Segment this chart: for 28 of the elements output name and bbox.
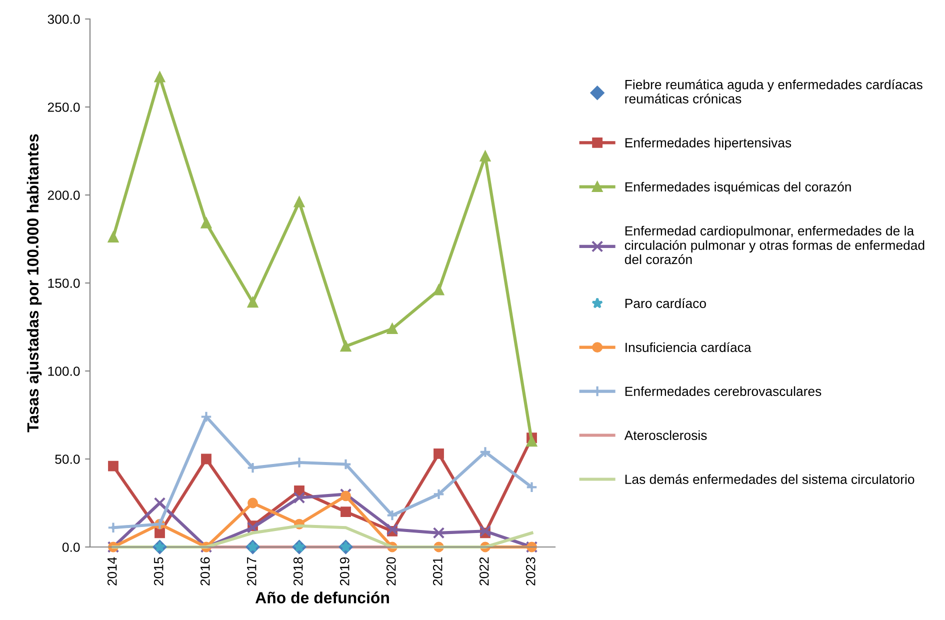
y-tick-label: 200.0	[48, 190, 80, 200]
legend-label: Enfermedades cerebrovasculares	[625, 386, 822, 396]
x-tick-label: 2021	[432, 557, 442, 586]
legend-label: Aterosclerosis	[624, 430, 707, 440]
legend-label: Insuficiencia cardíaca	[626, 342, 752, 352]
x-tick-label: 2014	[107, 557, 117, 586]
x-tick-label: 2016	[200, 557, 210, 586]
x-tick-label: 2018	[293, 557, 303, 586]
legend-label: Las demás enfermedades del sistema circulatorio	[625, 474, 914, 484]
legend-label: Paro cardíaco	[625, 298, 706, 308]
legend-label: Fiebre reumática aguda y enfermedades cardíacas reumáticas crónicas	[625, 79, 922, 104]
legend-label: Enfermedades hipertensivas	[625, 138, 792, 150]
x-tick-label: 2023	[526, 557, 536, 586]
x-axis-title: Año de defunción	[255, 591, 389, 604]
x-tick-label: 2015	[154, 557, 164, 586]
y-tick-label: 0.0	[62, 542, 80, 552]
y-tick-label: 150.0	[48, 278, 80, 288]
y-tick-label: 250.0	[48, 102, 80, 112]
y-tick-label: 100.0	[48, 366, 80, 376]
x-tick-label: 2017	[246, 557, 256, 586]
x-tick-label: 2020	[386, 557, 396, 586]
x-tick-label: 2019	[340, 557, 350, 586]
y-tick-label: 50.0	[55, 454, 80, 464]
y-tick-label: 300.0	[48, 14, 80, 24]
y-axis-title: Tasas ajustadas por 100.000 habitantes	[26, 134, 42, 432]
x-tick-label: 2022	[479, 557, 489, 586]
legend-label: Enfermedades isquémicas del corazón	[625, 182, 851, 194]
legend-label: Enfermedad cardiopulmonar, enfermedades de la circulación pulmonar y otras formas de enfermedad del corazón	[624, 226, 924, 264]
